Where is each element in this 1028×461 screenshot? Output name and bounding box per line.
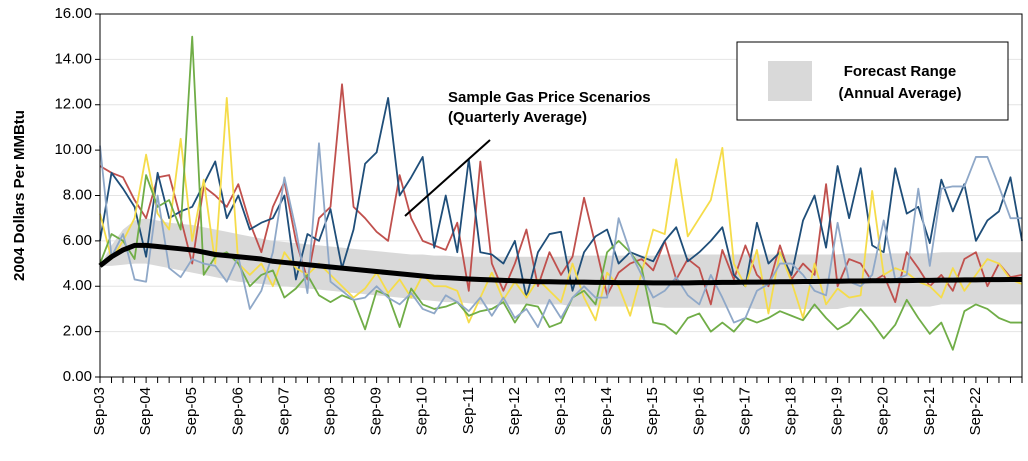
x-tick-label: Sep-17 xyxy=(736,387,753,435)
y-tick-label: 0.00 xyxy=(63,368,92,385)
x-tick-label: Sep-15 xyxy=(644,387,661,435)
y-tick-label: 4.00 xyxy=(63,277,92,294)
x-tick-label: Sep-13 xyxy=(552,387,569,435)
y-tick-label: 12.00 xyxy=(54,96,92,113)
x-tick-label: Sep-06 xyxy=(229,387,246,435)
legend-swatch xyxy=(768,61,812,101)
x-tick-label: Sep-10 xyxy=(414,387,431,435)
series-line xyxy=(99,83,1023,306)
annotation-pointer xyxy=(404,139,491,217)
y-tick-label: 14.00 xyxy=(54,50,92,67)
y-tick-label: 16.00 xyxy=(54,5,92,22)
y-tick-label: 6.00 xyxy=(63,232,92,249)
x-tick-label: Sep-22 xyxy=(967,387,984,435)
legend-label: (Annual Average) xyxy=(838,85,961,102)
annotation-text: Sample Gas Price Scenarios xyxy=(448,89,651,106)
x-tick-label: Sep-20 xyxy=(875,387,892,435)
annotation-text: (Quarterly Average) xyxy=(448,109,587,126)
x-tick-label: Sep-07 xyxy=(275,387,292,435)
y-tick-label: 2.00 xyxy=(63,323,92,340)
y-tick-label: 8.00 xyxy=(63,186,92,203)
forecast-range-band xyxy=(100,218,1022,309)
series-line xyxy=(99,35,1022,351)
x-tick-label: Sep-14 xyxy=(598,387,615,435)
x-tick-label: Sep-11 xyxy=(460,387,477,434)
x-tick-label: Sep-19 xyxy=(829,387,846,435)
x-tick-label: Sep-21 xyxy=(921,387,938,435)
series-line xyxy=(99,97,1023,324)
series-line xyxy=(98,242,1022,286)
x-tick-label: Sep-05 xyxy=(183,387,200,435)
x-tick-label: Sep-18 xyxy=(782,387,799,435)
x-tick-label: Sep-04 xyxy=(137,387,154,435)
plot-border xyxy=(99,13,1023,378)
x-tick-label: Sep-03 xyxy=(91,387,108,435)
x-tick-label: Sep-12 xyxy=(506,387,523,435)
legend-label: Forecast Range xyxy=(844,63,957,80)
x-tick-label: Sep-16 xyxy=(690,387,707,435)
y-axis-label: 2004 Dollars Per MMBtu xyxy=(11,110,28,281)
x-tick-label: Sep-08 xyxy=(321,387,338,435)
y-tick-label: 10.00 xyxy=(54,141,92,158)
x-tick-label: Sep-09 xyxy=(368,387,385,435)
